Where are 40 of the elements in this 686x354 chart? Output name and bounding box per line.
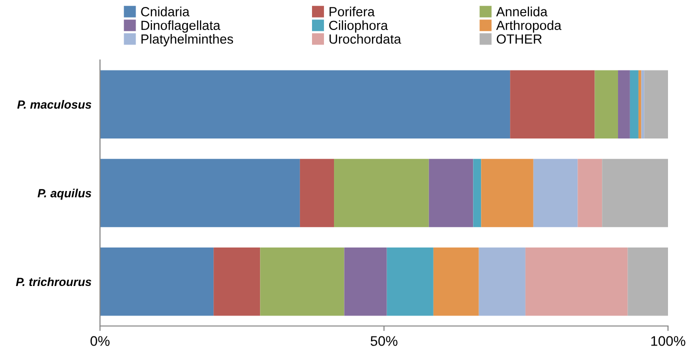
legend-label: OTHER xyxy=(496,34,542,44)
bar xyxy=(578,158,602,228)
bar xyxy=(594,70,618,138)
bar xyxy=(628,248,668,316)
x-tick-label: 0% xyxy=(90,336,110,346)
bar xyxy=(525,248,628,316)
bar xyxy=(478,248,526,316)
bar xyxy=(638,70,642,138)
legend-label: Dinoflagellata xyxy=(141,20,220,33)
bar xyxy=(260,248,344,316)
bar xyxy=(334,158,429,228)
bar xyxy=(473,158,482,228)
bar xyxy=(428,158,474,228)
x-tick-label: 100% xyxy=(651,336,686,346)
bar xyxy=(602,158,668,228)
legend-label: Porifera xyxy=(330,6,375,16)
legend-label: Annelida xyxy=(496,6,548,16)
bar xyxy=(618,70,630,138)
bar xyxy=(300,158,334,228)
legend-label: Arthropoda xyxy=(496,20,562,33)
bar xyxy=(100,70,510,138)
bar xyxy=(214,248,260,316)
bar xyxy=(644,70,668,138)
bar xyxy=(533,158,578,228)
bar xyxy=(344,248,387,316)
bar xyxy=(386,248,434,316)
bar xyxy=(481,158,534,228)
legend-label: Ciliophora xyxy=(329,20,388,33)
bar xyxy=(100,158,300,228)
legend-label: Cnidaria xyxy=(141,6,190,16)
y-tick-label: P. maculosus xyxy=(17,100,92,109)
y-tick-label: P. aquilus xyxy=(38,188,92,200)
legend-label: Urochordata xyxy=(330,34,402,44)
bar xyxy=(510,70,595,138)
x-tick-label: 50% xyxy=(370,336,398,346)
legend-label: Platyhelminthes xyxy=(141,34,234,46)
bar xyxy=(630,70,638,138)
bar xyxy=(100,248,214,316)
y-tick-label: P. trichrourus xyxy=(16,277,92,286)
bar xyxy=(433,248,479,316)
